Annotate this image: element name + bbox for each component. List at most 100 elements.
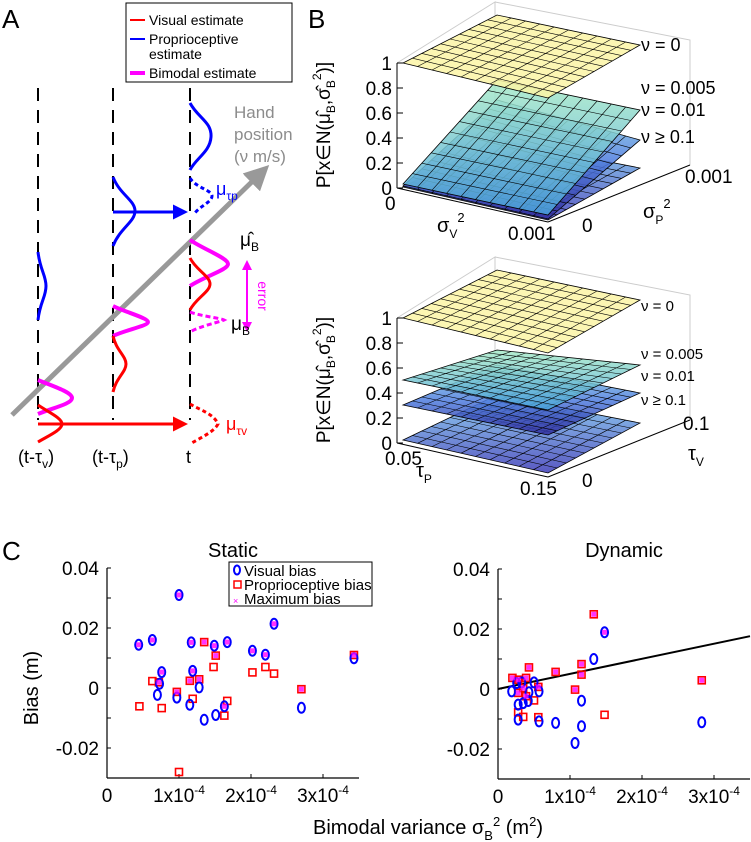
legend-proprio-bias: Proprioceptive bias bbox=[244, 577, 372, 594]
visual-bias-point bbox=[185, 698, 195, 711]
y-axis bbox=[547, 164, 691, 223]
surface-v-0.005-gridline bbox=[533, 363, 626, 408]
max-bias-point bbox=[201, 639, 207, 645]
visual-bias-point bbox=[296, 701, 306, 714]
visual-bias-point bbox=[524, 686, 534, 699]
legend-visual-label: Visual estimate bbox=[149, 12, 244, 28]
c-xlabel: Bimodal variance σB2 (m2) bbox=[313, 814, 543, 842]
proprio-bias-point bbox=[589, 609, 599, 619]
proprio-bias-point bbox=[261, 662, 270, 672]
bimodal-delayed-dashed bbox=[189, 310, 228, 334]
max-bias-point bbox=[553, 669, 559, 675]
panel-label-a: A bbox=[2, 4, 20, 34]
y-tick-label: 0.02 bbox=[62, 619, 99, 640]
z-tick-label: 0.8 bbox=[366, 79, 392, 100]
y-tick-label: 0 bbox=[479, 680, 490, 701]
visual-bias-point bbox=[157, 666, 167, 679]
x-tick-label: 0.15 bbox=[520, 479, 557, 500]
y-tick-label: 0 bbox=[88, 679, 99, 700]
visual-bias-point bbox=[513, 698, 523, 711]
surface-v-0 bbox=[401, 269, 642, 354]
svg-text:position: position bbox=[234, 125, 293, 144]
max-bias-point bbox=[523, 693, 529, 699]
proprio-bias-point bbox=[524, 663, 534, 672]
surface-v-0-gridline bbox=[533, 296, 626, 350]
chart-title: Static bbox=[208, 540, 258, 562]
visual-bias-point bbox=[269, 617, 279, 630]
z-tick-label: 1 bbox=[381, 54, 392, 75]
time-label-tv: (t-τv) bbox=[18, 447, 54, 471]
static-legend: Visual bias Proprioceptive bias × Maximu… bbox=[228, 561, 373, 608]
visual-bias-point bbox=[188, 664, 198, 677]
z-axis-label: P[x∈N(μ̂B,σ̂B2)] bbox=[310, 62, 338, 188]
surface-v-0-gridline bbox=[459, 33, 604, 67]
y-axis-label: σP2 bbox=[643, 196, 671, 227]
dynamic-scatter: Dynamic 0.04 0.02 0 -0.02 0 1x10-4 2x10-4 3x10-4 bbox=[447, 540, 751, 808]
visual-bias-point bbox=[518, 697, 528, 710]
legend-x-marker: × bbox=[233, 596, 238, 606]
max-bias-point bbox=[579, 661, 585, 667]
surface-v-0.005-gridline bbox=[468, 358, 613, 379]
c-ylabel: Bias (m) bbox=[21, 651, 43, 725]
x-axis bbox=[396, 187, 549, 223]
max-bias-point bbox=[187, 678, 193, 684]
surface-v-ge-0.1-gridline bbox=[504, 414, 598, 464]
max-bias-point bbox=[271, 621, 277, 627]
z-tick-label: 0.4 bbox=[366, 384, 393, 405]
surface-v-0-gridline bbox=[478, 279, 622, 311]
visual-bias-point bbox=[219, 700, 229, 713]
surface-v-0.005-gridline bbox=[518, 103, 612, 209]
legend-circle-marker bbox=[233, 564, 241, 576]
z-tick-label: 0.2 bbox=[366, 409, 392, 430]
max-bias-point bbox=[188, 639, 194, 645]
visual-gaussian-t bbox=[188, 257, 212, 311]
surface-plot-bottom: 1 0.8 0.6 0.4 0.2 0 P[x∈N(μ̂B,σ̂B2)] ν = 0 ν = 0… bbox=[310, 256, 709, 500]
max-bias-point bbox=[221, 703, 227, 709]
surface-label: ν = 0.005 bbox=[641, 78, 716, 98]
proprio-gaussian-tv bbox=[36, 251, 48, 321]
visual-bias-point bbox=[260, 648, 270, 661]
visual-bias-point bbox=[155, 677, 165, 690]
surface-v-0-gridline bbox=[459, 288, 604, 322]
proprio-bias-point bbox=[172, 687, 182, 697]
surface-v-0.005-gridline bbox=[487, 90, 631, 121]
surface-v-0.005-gridline bbox=[533, 106, 626, 213]
surface-v-0-gridline bbox=[487, 274, 631, 306]
max-bias-point bbox=[213, 653, 219, 659]
visual-bias-point bbox=[570, 737, 580, 749]
surface-v-0.005-gridline bbox=[449, 131, 595, 163]
y-axis-label: τV bbox=[688, 443, 704, 469]
proprio-bias-point bbox=[211, 651, 221, 660]
x-tick-label: 0 bbox=[102, 786, 113, 807]
x-tick-label: 2x10-4 bbox=[616, 784, 668, 808]
time-label-t: t bbox=[186, 447, 191, 467]
max-bias-point bbox=[520, 685, 526, 691]
max-bias-point bbox=[351, 652, 357, 658]
proprio-bias-point bbox=[577, 670, 586, 679]
surface-v-0.005-gridline bbox=[504, 360, 598, 402]
proprio-bias-point bbox=[697, 675, 707, 685]
error-label: error bbox=[255, 281, 271, 311]
svg-text:(ν m/s): (ν m/s) bbox=[234, 147, 286, 166]
legend-square-marker bbox=[233, 580, 242, 589]
surface-v-0.005-gridline bbox=[487, 352, 631, 370]
proprio-bias-point bbox=[199, 637, 209, 647]
surface-label: ν = 0.005 bbox=[641, 346, 703, 363]
surface-v-0-gridline bbox=[468, 29, 613, 62]
surface-v-0.005-gridline bbox=[518, 361, 612, 405]
surface-v-0-gridline bbox=[449, 38, 595, 72]
proprio-bias-point bbox=[551, 667, 560, 677]
max-bias-point bbox=[249, 648, 255, 654]
max-bias-point bbox=[190, 668, 196, 674]
visual-bias-point bbox=[247, 644, 257, 657]
surface-v-0.005-gridline bbox=[478, 100, 622, 132]
visual-bias-point bbox=[577, 694, 587, 707]
surface-v-ge-0.1-gridline bbox=[533, 419, 626, 470]
x-tick-label: 0.05 bbox=[385, 449, 422, 470]
proprio-bias-point bbox=[157, 703, 167, 713]
mu-tv-label: μτv bbox=[226, 414, 247, 438]
proprio-bias-point bbox=[174, 767, 184, 777]
visual-bias-point bbox=[697, 716, 707, 729]
panel-a: A Visual estimate Proprioceptive estimat… bbox=[2, 2, 293, 471]
